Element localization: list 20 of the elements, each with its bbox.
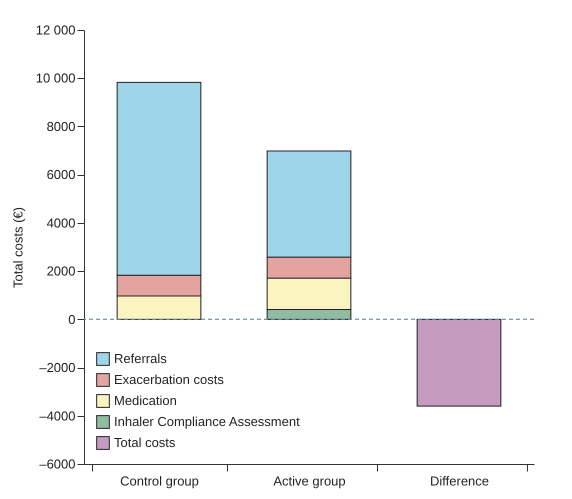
legend-label: Total costs: [114, 435, 176, 450]
y-tick-label: 4000: [46, 215, 76, 230]
y-tick-label: –2000: [39, 360, 76, 376]
y-tick-label: 10 000: [36, 70, 76, 86]
x-tick-label: Active group: [273, 474, 346, 488]
x-tick-label: Control group: [120, 474, 199, 488]
y-tick-label: 0: [68, 312, 76, 327]
legend-label: Medication: [114, 393, 177, 408]
y-tick-label: 2000: [46, 264, 76, 279]
legend-label: Inhaler Compliance Assessment: [114, 414, 300, 429]
y-tick-label: –6000: [39, 456, 76, 472]
bar: [416, 318, 502, 407]
y-tick-label: 6000: [46, 167, 76, 182]
legend-label: Exacerbation costs: [114, 372, 224, 387]
legend-label: Referrals: [114, 351, 168, 366]
x-tick-label: Difference: [430, 474, 490, 488]
y-axis-title: Total costs (€): [10, 207, 26, 288]
y-tick-label: 8000: [46, 118, 76, 134]
y-tick-label: –4000: [39, 408, 76, 424]
y-tick-label: 12 000: [36, 22, 76, 38]
